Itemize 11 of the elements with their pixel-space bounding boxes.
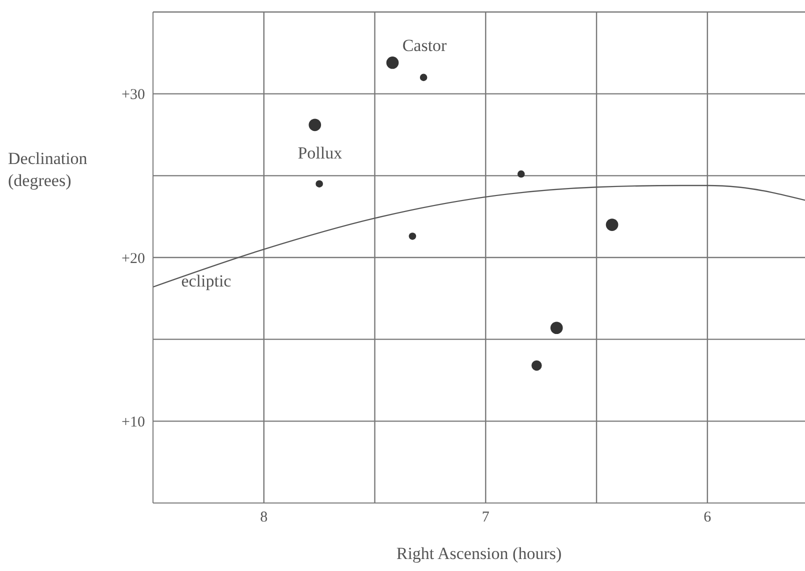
annotation: ecliptic <box>181 271 232 290</box>
x-tick-label: 7 <box>482 510 490 526</box>
y-tick-label: +20 <box>122 250 145 267</box>
y-tick-label: +10 <box>122 414 145 430</box>
annotation: Pollux <box>298 143 343 162</box>
y-axis-title: Declination (degrees) <box>8 148 88 192</box>
x-tick-label: 6 <box>704 510 712 526</box>
annotation: Castor <box>402 36 448 56</box>
x-axis-title: Right Ascension (hours) <box>396 544 562 564</box>
y-tick-label: +30 <box>122 87 145 104</box>
x-tick-label: 8 <box>260 510 268 526</box>
